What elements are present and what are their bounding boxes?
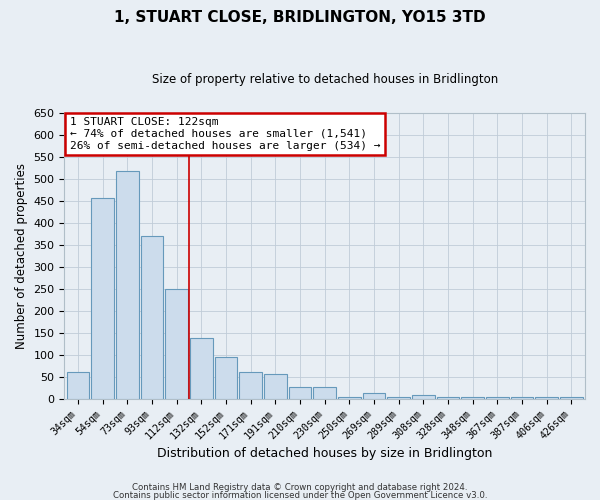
Bar xyxy=(190,338,212,399)
Bar xyxy=(67,372,89,399)
Bar xyxy=(362,394,385,399)
Bar xyxy=(116,170,139,399)
Text: 1 STUART CLOSE: 122sqm
← 74% of detached houses are smaller (1,541)
26% of semi-: 1 STUART CLOSE: 122sqm ← 74% of detached… xyxy=(70,118,380,150)
Bar xyxy=(239,372,262,399)
Bar xyxy=(140,236,163,399)
Text: Contains HM Land Registry data © Crown copyright and database right 2024.: Contains HM Land Registry data © Crown c… xyxy=(132,484,468,492)
Bar xyxy=(461,397,484,399)
Text: Contains public sector information licensed under the Open Government Licence v3: Contains public sector information licen… xyxy=(113,490,487,500)
Bar xyxy=(560,397,583,399)
Title: Size of property relative to detached houses in Bridlington: Size of property relative to detached ho… xyxy=(152,72,498,86)
Text: 1, STUART CLOSE, BRIDLINGTON, YO15 3TD: 1, STUART CLOSE, BRIDLINGTON, YO15 3TD xyxy=(114,10,486,25)
Bar xyxy=(388,397,410,399)
Bar xyxy=(215,358,238,399)
Bar xyxy=(338,397,361,399)
Y-axis label: Number of detached properties: Number of detached properties xyxy=(15,163,28,349)
Bar xyxy=(535,397,558,399)
Bar xyxy=(91,198,114,399)
Bar xyxy=(289,387,311,399)
X-axis label: Distribution of detached houses by size in Bridlington: Distribution of detached houses by size … xyxy=(157,447,493,460)
Bar xyxy=(412,395,435,399)
Bar xyxy=(486,397,509,399)
Bar xyxy=(166,289,188,399)
Bar xyxy=(511,397,533,399)
Bar xyxy=(264,374,287,399)
Bar xyxy=(313,387,336,399)
Bar xyxy=(437,397,460,399)
